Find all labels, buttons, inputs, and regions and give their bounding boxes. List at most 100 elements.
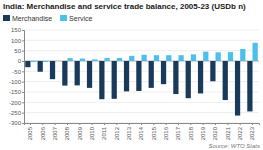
bar	[173, 61, 178, 94]
tick-label: -150	[9, 89, 22, 95]
bar	[75, 61, 80, 85]
legend-label: Merchandise	[12, 15, 52, 22]
tick: 150	[11, 27, 24, 33]
tick-label: 2020	[212, 126, 218, 140]
bar	[99, 61, 104, 99]
tick-mark	[22, 102, 24, 103]
tick-mark	[203, 123, 204, 125]
tick-label: 2009	[77, 126, 83, 140]
tick-mark	[166, 123, 167, 125]
bar	[203, 52, 208, 61]
tick-label: 2006	[40, 126, 46, 140]
tick: -250	[9, 110, 24, 116]
bar	[253, 43, 258, 61]
x-axis: 2005200620072008200920102011201220132014…	[25, 123, 260, 140]
tick-mark	[178, 123, 179, 125]
tick-mark	[22, 113, 24, 114]
tick-label: 150	[11, 27, 22, 33]
bar	[235, 61, 240, 116]
tick-mark	[22, 61, 24, 62]
tick-label: 2007	[52, 126, 58, 140]
title: India: Merchandise and service trade bal…	[3, 2, 246, 11]
bar	[38, 61, 43, 72]
tick-mark	[215, 123, 216, 125]
tick-label: 2023	[249, 126, 255, 140]
tick-mark	[22, 51, 24, 52]
bar	[228, 52, 233, 61]
tick-mark	[227, 123, 228, 125]
grid-line	[24, 112, 259, 113]
bar	[55, 61, 60, 62]
annotation: Source: WTO Stats	[208, 143, 260, 149]
tick-label: -200	[9, 100, 22, 106]
tick-mark	[153, 123, 154, 125]
tick: 2020	[212, 123, 218, 140]
tick-label: 50	[14, 48, 21, 54]
tick: 2012	[114, 123, 120, 140]
tick-mark	[240, 123, 241, 125]
axis-line	[22, 31, 25, 124]
tick-mark	[22, 30, 24, 31]
tick: 2021	[225, 123, 231, 140]
bar	[142, 55, 147, 61]
bar	[149, 61, 154, 88]
y-axis: -300-250-200-150-100-50050100150	[9, 27, 25, 126]
tick-mark	[42, 123, 43, 125]
tick: -300	[9, 120, 24, 126]
axis-line	[25, 124, 260, 126]
tick-mark	[92, 123, 93, 125]
tick: 2013	[126, 123, 132, 140]
tick-label: 2017	[175, 126, 181, 140]
tick: -50	[12, 69, 24, 75]
tick-label: 2015	[151, 126, 157, 140]
grid-line	[24, 40, 259, 41]
bar	[62, 61, 67, 86]
tick-mark	[104, 123, 105, 125]
tick: -150	[9, 89, 24, 95]
tick-label: 2021	[225, 126, 231, 140]
bar	[112, 61, 117, 99]
tick-mark	[252, 123, 253, 125]
tick-label: 2008	[64, 126, 70, 140]
tick: 2010	[89, 123, 95, 140]
tick: 2016	[163, 123, 169, 140]
tick-label: -250	[9, 110, 22, 116]
tick: 0	[18, 58, 24, 64]
bars	[25, 43, 258, 116]
bar	[80, 59, 85, 61]
bar	[117, 58, 122, 61]
tick: 2023	[249, 123, 255, 140]
legend-swatch	[60, 15, 67, 21]
bar	[43, 61, 48, 62]
legend-item: Service	[60, 15, 92, 22]
tick-label: 2010	[89, 126, 95, 140]
tick-label: 2016	[163, 126, 169, 140]
tick-mark	[22, 71, 24, 72]
tick-label: -50	[12, 69, 21, 75]
grid	[24, 30, 259, 123]
tick-label: 100	[11, 38, 22, 44]
tick-mark	[141, 123, 142, 125]
tick: 50	[14, 48, 24, 54]
tick: 2008	[64, 123, 70, 140]
tick: 2006	[40, 123, 46, 140]
tick: 2009	[77, 123, 83, 140]
legend-label: Service	[69, 15, 92, 22]
tick: 2005	[27, 123, 33, 140]
tick-mark	[190, 123, 191, 125]
tick: 100	[11, 38, 24, 44]
grid-line	[24, 50, 259, 51]
bar	[104, 58, 109, 61]
tick-mark	[79, 123, 80, 125]
tick-label: 2019	[200, 126, 206, 140]
tick: 2011	[101, 123, 107, 140]
bar	[186, 61, 191, 98]
tick-label: 2011	[101, 126, 107, 140]
bar	[166, 55, 171, 61]
tick-mark	[22, 40, 24, 41]
tick-label: 2018	[188, 126, 194, 140]
legend-swatch	[3, 15, 10, 21]
bar	[223, 61, 228, 100]
bar	[129, 56, 134, 61]
tick-mark	[67, 123, 68, 125]
